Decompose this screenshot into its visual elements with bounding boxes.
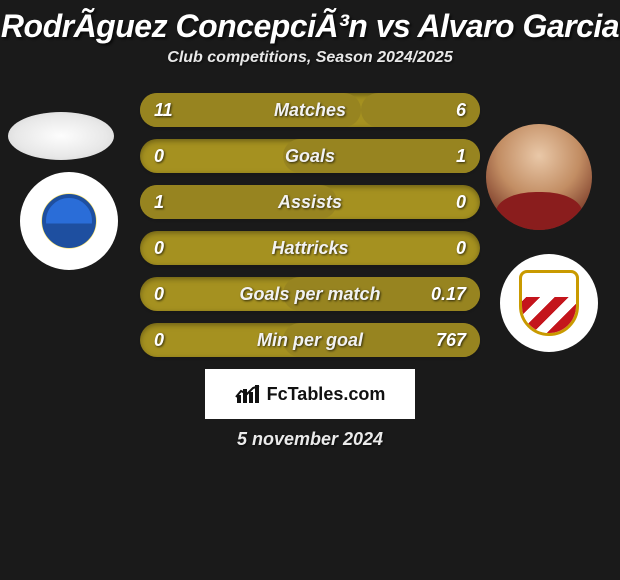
player-left-avatar [8, 112, 114, 160]
stat-right-value: 0 [426, 238, 466, 259]
stat-right-value: 6 [426, 100, 466, 121]
stat-right-value: 0.17 [426, 284, 466, 305]
brand-label: FcTables.com [267, 384, 386, 405]
stat-right-value: 0 [426, 192, 466, 213]
stats-container: 11 Matches 6 0 Goals 1 1 Assists 0 0 Hat… [140, 87, 480, 357]
stat-right-value: 1 [426, 146, 466, 167]
club-right-crest [500, 254, 598, 352]
stat-row: 1 Assists 0 [140, 185, 480, 219]
player-right-avatar [486, 124, 592, 230]
stat-row: 0 Min per goal 767 [140, 323, 480, 357]
stat-row: 0 Goals 1 [140, 139, 480, 173]
stat-row: 11 Matches 6 [140, 93, 480, 127]
brand-box: FcTables.com [205, 369, 415, 419]
date-label: 5 november 2024 [0, 429, 620, 450]
stat-right-value: 767 [426, 330, 466, 351]
club-left-crest [20, 172, 118, 270]
club-left-crest-inner [42, 194, 96, 248]
club-right-crest-shield [519, 270, 579, 336]
page-subtitle: Club competitions, Season 2024/2025 [0, 49, 620, 67]
chart-icon [235, 383, 261, 405]
stat-row: 0 Hattricks 0 [140, 231, 480, 265]
page-title: RodrÃ­guez ConcepciÃ³n vs Alvaro Garcia [0, 0, 620, 49]
stat-row: 0 Goals per match 0.17 [140, 277, 480, 311]
